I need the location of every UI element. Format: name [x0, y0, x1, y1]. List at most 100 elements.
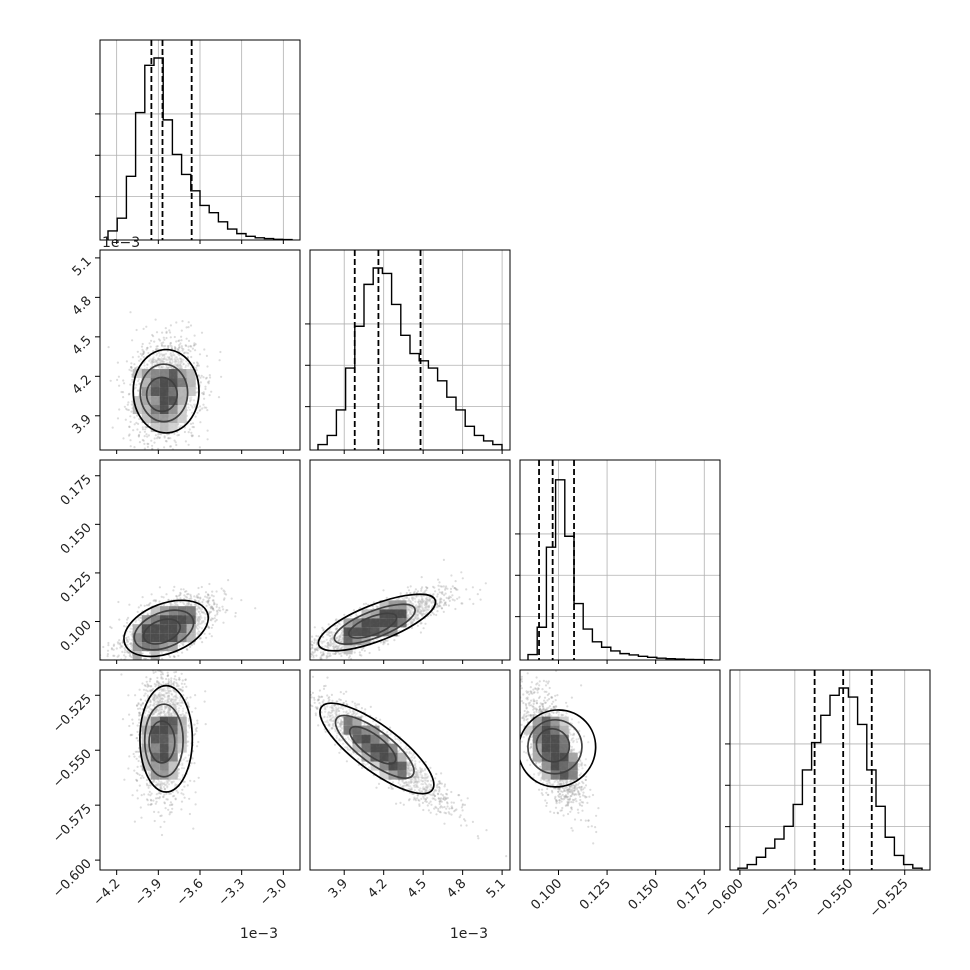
sample-point [131, 665, 133, 667]
sample-point [184, 364, 188, 367]
sample-point [175, 358, 179, 361]
sample-point [166, 433, 169, 436]
sample-point [448, 595, 451, 598]
density-cell [177, 387, 187, 397]
sample-point [149, 345, 152, 348]
sample-point [133, 363, 136, 366]
sample-point [222, 608, 225, 611]
sample-point [107, 641, 110, 645]
sample-point [160, 366, 163, 369]
sample-point [179, 357, 183, 360]
sample-point [213, 617, 216, 620]
sample-point [160, 353, 163, 356]
sample-point [150, 360, 153, 363]
sample-point [122, 437, 125, 440]
sample-point [132, 429, 135, 432]
sample-point [106, 649, 110, 652]
sample-point [205, 354, 208, 357]
sample-point [167, 345, 170, 348]
sample-point [303, 633, 305, 635]
sample-point [167, 598, 170, 602]
sample-point [137, 355, 140, 358]
sample-point [175, 595, 178, 598]
sample-point [145, 433, 148, 436]
sample-point [153, 441, 156, 444]
sample-point [117, 600, 120, 604]
sample-point [167, 437, 170, 440]
sample-point [368, 651, 371, 655]
sample-point [176, 363, 179, 367]
sample-point [134, 454, 136, 456]
sample-point [155, 360, 158, 363]
sample-point [178, 346, 181, 349]
sample-point [130, 369, 133, 372]
sample-point [160, 360, 163, 363]
sample-point [343, 613, 346, 616]
sample-point [199, 597, 202, 600]
sample-point [215, 590, 218, 593]
sample-point [115, 647, 118, 650]
density-cell [168, 387, 178, 397]
sample-point [195, 387, 198, 390]
sample-point [152, 356, 155, 359]
sample-point [362, 603, 365, 606]
sample-point [447, 604, 450, 607]
contour-level-1 [139, 363, 189, 423]
sample-point [317, 635, 320, 638]
sample-point [178, 353, 181, 356]
sample-point [187, 348, 190, 351]
sample-point [176, 364, 179, 367]
sample-point [301, 653, 303, 655]
sample-point [152, 360, 155, 363]
sample-point [177, 358, 180, 361]
sample-point [163, 436, 166, 439]
sample-point [240, 599, 243, 602]
sample-point [179, 357, 182, 361]
sample-point [305, 666, 307, 668]
sample-point [178, 367, 181, 370]
sample-point [177, 347, 180, 350]
sample-point [422, 627, 425, 630]
sample-point [136, 366, 139, 369]
sample-point [199, 596, 202, 599]
sample-point [150, 593, 153, 596]
sample-point [118, 639, 121, 642]
sample-point [134, 367, 138, 370]
sample-point [167, 366, 170, 369]
sample-point [165, 358, 168, 361]
sample-point [198, 446, 201, 449]
sample-point [153, 361, 156, 364]
sample-point [189, 324, 193, 327]
sample-point [205, 406, 208, 409]
sample-point [194, 415, 197, 418]
sample-point [172, 655, 175, 658]
sample-point [182, 348, 185, 351]
sample-point [132, 662, 134, 664]
sample-point [206, 593, 209, 596]
sample-point [160, 451, 162, 453]
sample-point [151, 362, 154, 366]
sample-point [201, 611, 204, 614]
sample-point [162, 358, 165, 361]
sample-point [165, 440, 168, 443]
sample-point [222, 598, 226, 601]
sample-point [153, 437, 156, 440]
sample-point [175, 356, 178, 359]
hist-panel-frame [729, 669, 931, 871]
sample-point [451, 585, 454, 588]
density-cell [150, 387, 160, 397]
sample-point [169, 336, 172, 339]
sample-point [169, 342, 172, 345]
density-cell [168, 396, 178, 406]
sample-point [127, 662, 129, 664]
sample-point [160, 343, 163, 346]
sample-point [198, 630, 201, 633]
sample-point [215, 618, 218, 622]
sample-point [201, 600, 204, 604]
sample-point [169, 445, 173, 448]
sample-point [195, 391, 198, 394]
sample-point [220, 587, 223, 590]
sample-point [291, 663, 293, 665]
sample-point [192, 426, 195, 429]
sample-point [173, 345, 176, 349]
